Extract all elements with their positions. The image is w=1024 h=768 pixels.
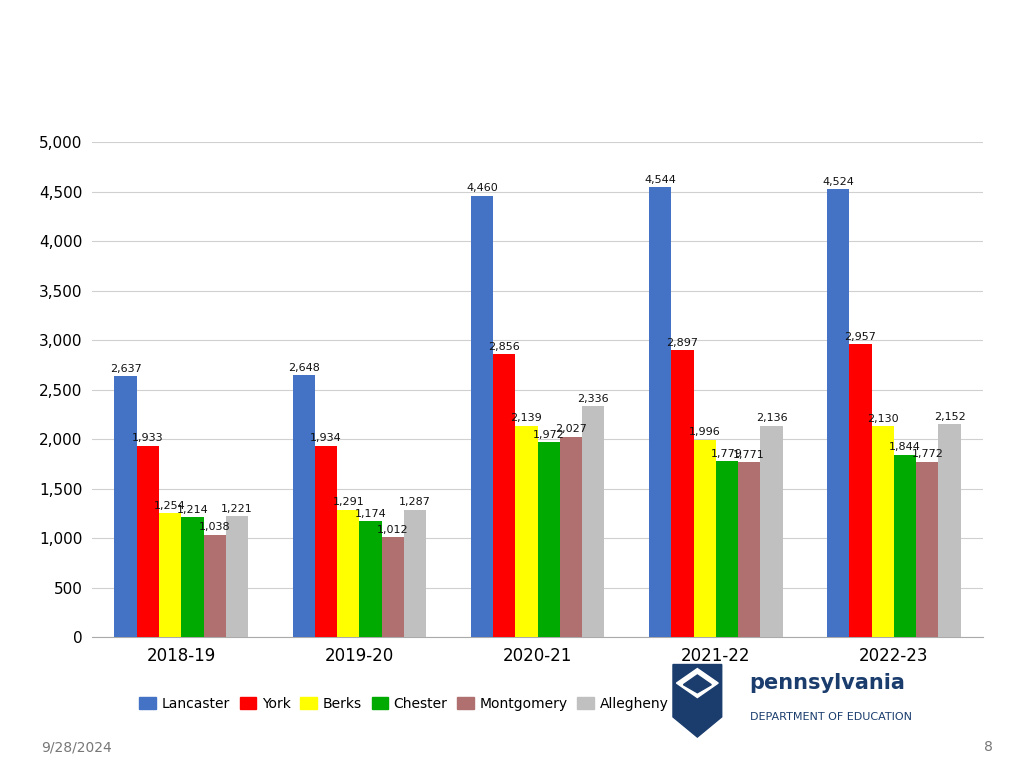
Polygon shape — [48, 56, 61, 105]
Text: 1,933: 1,933 — [132, 433, 164, 443]
Legend: Lancaster, York, Berks, Chester, Montgomery, Allegheny: Lancaster, York, Berks, Chester, Montgom… — [134, 691, 674, 717]
Polygon shape — [677, 668, 718, 697]
Text: 1,779: 1,779 — [711, 449, 742, 458]
Bar — [738, 462, 760, 637]
Text: 1,771: 1,771 — [733, 449, 765, 459]
Text: 2,152: 2,152 — [934, 412, 966, 422]
Bar — [382, 537, 403, 637]
Text: 2,957: 2,957 — [845, 332, 877, 342]
Text: 2,139: 2,139 — [511, 413, 543, 423]
Bar — [871, 426, 894, 637]
Text: 4,544: 4,544 — [644, 175, 676, 185]
Text: 2,130: 2,130 — [867, 414, 899, 424]
Text: 1,934: 1,934 — [310, 433, 342, 443]
Bar — [115, 376, 136, 637]
Bar — [403, 510, 426, 637]
Bar — [136, 446, 159, 637]
Bar — [916, 462, 939, 637]
Text: 1,996: 1,996 — [689, 427, 721, 437]
Bar — [204, 535, 225, 637]
Bar — [716, 462, 738, 637]
Text: 2,136: 2,136 — [756, 413, 787, 423]
Bar — [939, 424, 961, 637]
Bar — [582, 406, 604, 637]
Text: 2,856: 2,856 — [488, 342, 520, 352]
Text: 2,637: 2,637 — [110, 364, 141, 374]
Bar — [494, 355, 515, 637]
Bar — [827, 189, 850, 637]
Text: DEPARTMENT OF EDUCATION: DEPARTMENT OF EDUCATION — [750, 712, 911, 722]
Bar — [337, 509, 359, 637]
Text: 2,897: 2,897 — [667, 338, 698, 348]
Text: 2,648: 2,648 — [288, 362, 319, 372]
Bar — [225, 516, 248, 637]
Bar — [894, 455, 916, 637]
Bar — [181, 517, 204, 637]
Bar — [760, 425, 782, 637]
Text: 1,287: 1,287 — [399, 498, 431, 508]
Text: Top PA Home School Student Counties: Top PA Home School Student Counties — [70, 60, 966, 101]
Bar — [293, 375, 315, 637]
Text: 9/28/2024: 9/28/2024 — [41, 740, 112, 754]
Text: 1,972: 1,972 — [532, 429, 564, 439]
Polygon shape — [673, 664, 722, 737]
Text: 4,460: 4,460 — [466, 183, 498, 193]
Text: 1,038: 1,038 — [199, 522, 230, 532]
Text: 2,027: 2,027 — [555, 424, 587, 434]
Text: 1,254: 1,254 — [155, 501, 186, 511]
Text: 4,524: 4,524 — [822, 177, 854, 187]
Bar — [850, 345, 871, 637]
Bar — [359, 521, 382, 637]
Bar — [649, 187, 672, 637]
Text: 1,214: 1,214 — [176, 505, 208, 515]
Text: 1,221: 1,221 — [221, 504, 253, 514]
Text: pennsylvania: pennsylvania — [750, 673, 905, 693]
Bar — [471, 196, 494, 637]
Text: 1,844: 1,844 — [889, 442, 921, 452]
Text: 2,336: 2,336 — [578, 393, 609, 403]
Bar — [515, 425, 538, 637]
Text: 1,291: 1,291 — [333, 497, 365, 507]
Text: 1,012: 1,012 — [377, 525, 409, 535]
Polygon shape — [683, 675, 712, 693]
Bar — [560, 437, 583, 637]
Bar — [672, 350, 693, 637]
Bar — [159, 513, 181, 637]
Text: 8: 8 — [984, 740, 993, 754]
Text: 1,174: 1,174 — [354, 508, 386, 518]
Bar — [538, 442, 560, 637]
Bar — [693, 440, 716, 637]
Bar — [315, 446, 337, 637]
Text: 1,772: 1,772 — [911, 449, 943, 459]
